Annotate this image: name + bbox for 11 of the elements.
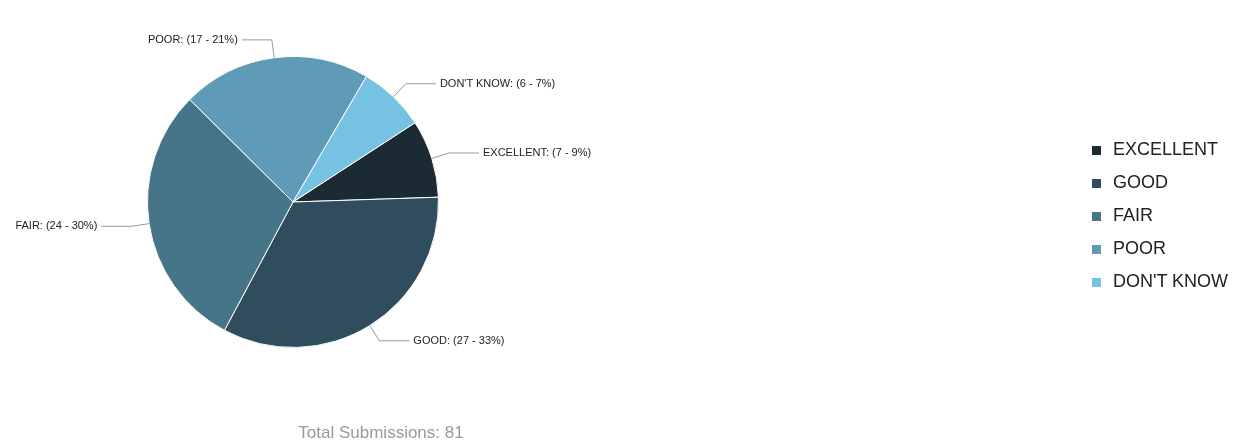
data-label: FAIR: (24 - 30%) (15, 219, 98, 232)
legend-label: FAIR (1113, 204, 1154, 225)
legend-label: DON'T KNOW (1113, 270, 1229, 291)
data-label: GOOD: (27 - 33%) (413, 333, 505, 346)
text: Total Submissions: 81 (298, 423, 464, 442)
data-label: POOR: (17 - 21%) (147, 32, 238, 45)
legend-label: POOR (1113, 237, 1167, 258)
legend-label: EXCELLENT (1113, 138, 1219, 159)
legend-label: GOOD (1113, 171, 1169, 192)
data-label: EXCELLENT: (7 - 9%) (482, 146, 592, 159)
data-label: DON'T KNOW: (6 - 7%) (439, 76, 556, 89)
